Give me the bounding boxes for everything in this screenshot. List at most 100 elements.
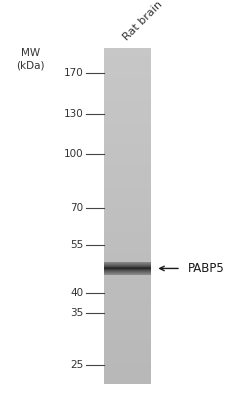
Text: 170: 170: [64, 68, 83, 78]
Bar: [104, 234, 150, 236]
Text: 55: 55: [70, 240, 83, 250]
Bar: [104, 65, 150, 66]
Bar: [104, 70, 150, 72]
Text: 100: 100: [64, 148, 83, 158]
Bar: [104, 108, 150, 110]
Bar: [104, 280, 150, 282]
Bar: [104, 282, 150, 283]
Bar: [104, 191, 150, 192]
Text: 35: 35: [70, 308, 83, 318]
Bar: [104, 312, 150, 314]
Bar: [104, 105, 150, 107]
Bar: [104, 125, 150, 127]
Bar: [104, 140, 150, 142]
Bar: [104, 83, 150, 85]
Bar: [104, 198, 150, 199]
Bar: [104, 286, 150, 288]
Bar: [104, 357, 150, 359]
Bar: [104, 115, 150, 117]
Bar: [104, 314, 150, 315]
Bar: [104, 241, 150, 243]
Bar: [104, 152, 150, 154]
Bar: [104, 110, 150, 112]
Bar: [104, 344, 150, 345]
Bar: [104, 283, 150, 285]
Bar: [104, 120, 150, 122]
Bar: [104, 295, 150, 297]
Bar: [104, 85, 150, 87]
Bar: [104, 248, 150, 250]
Bar: [104, 60, 150, 62]
Bar: [104, 122, 150, 124]
Bar: [104, 240, 150, 241]
Bar: [104, 156, 150, 157]
Bar: [104, 88, 150, 90]
Bar: [104, 347, 150, 349]
Bar: [104, 87, 150, 88]
Bar: [104, 290, 150, 292]
Bar: [104, 56, 150, 58]
Bar: [104, 221, 150, 223]
Bar: [104, 360, 150, 362]
Bar: [104, 340, 150, 342]
Bar: [104, 204, 150, 206]
Bar: [104, 53, 150, 55]
Bar: [104, 162, 150, 164]
Bar: [104, 233, 150, 234]
Bar: [104, 160, 150, 162]
Bar: [104, 95, 150, 97]
Text: MW
(kDa): MW (kDa): [16, 48, 44, 70]
Bar: [104, 370, 150, 372]
Bar: [104, 139, 150, 140]
Bar: [104, 48, 150, 50]
Bar: [104, 92, 150, 93]
Bar: [104, 100, 150, 102]
Bar: [104, 332, 150, 334]
Bar: [104, 188, 150, 189]
Bar: [104, 171, 150, 172]
Bar: [104, 275, 150, 276]
Bar: [104, 256, 150, 258]
Bar: [104, 337, 150, 339]
Bar: [104, 270, 150, 272]
Bar: [104, 303, 150, 305]
Bar: [104, 182, 150, 184]
Bar: [104, 194, 150, 196]
Bar: [104, 230, 150, 231]
Bar: [104, 196, 150, 198]
Bar: [104, 127, 150, 129]
Bar: [104, 219, 150, 221]
Bar: [104, 142, 150, 144]
Bar: [104, 228, 150, 230]
Bar: [104, 97, 150, 98]
Bar: [104, 369, 150, 370]
Bar: [104, 339, 150, 340]
Bar: [104, 129, 150, 130]
Bar: [104, 293, 150, 295]
Bar: [104, 172, 150, 174]
Bar: [104, 135, 150, 137]
Bar: [104, 124, 150, 125]
Bar: [104, 177, 150, 179]
Bar: [104, 255, 150, 256]
Bar: [104, 298, 150, 300]
Bar: [104, 224, 150, 226]
Bar: [104, 223, 150, 224]
Bar: [104, 51, 150, 53]
Bar: [104, 288, 150, 290]
Bar: [104, 218, 150, 219]
Bar: [104, 50, 150, 51]
Bar: [104, 362, 150, 364]
Bar: [104, 354, 150, 356]
Bar: [104, 244, 150, 246]
Bar: [104, 258, 150, 260]
Bar: [104, 181, 150, 182]
Bar: [104, 381, 150, 382]
Bar: [104, 102, 150, 104]
Bar: [104, 366, 150, 367]
Bar: [104, 243, 150, 244]
Bar: [104, 184, 150, 186]
Bar: [104, 359, 150, 360]
Bar: [104, 98, 150, 100]
Bar: [104, 250, 150, 251]
